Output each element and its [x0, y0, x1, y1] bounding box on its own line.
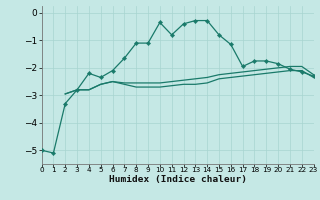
X-axis label: Humidex (Indice chaleur): Humidex (Indice chaleur) [108, 175, 247, 184]
